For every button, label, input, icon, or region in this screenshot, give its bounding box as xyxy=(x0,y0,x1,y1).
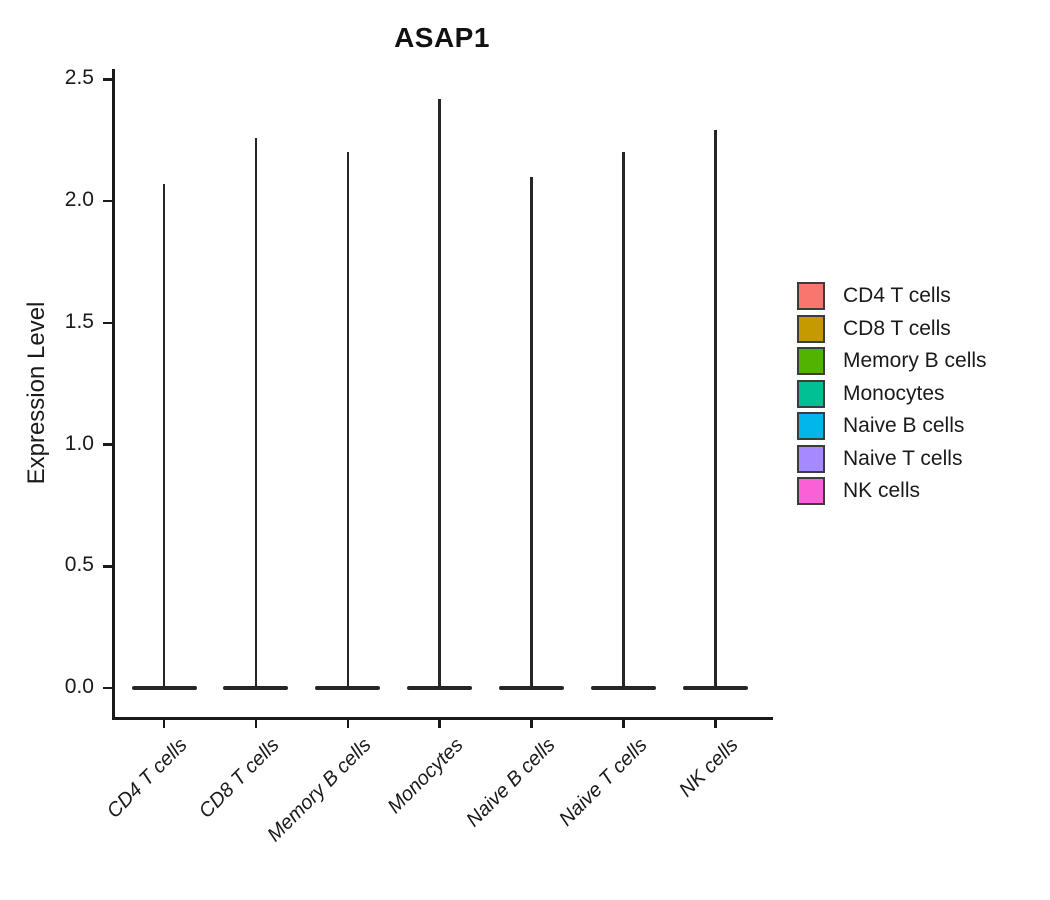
violin-spike xyxy=(346,152,350,688)
legend: CD4 T cells CD8 T cells Memory B cells Mono… xyxy=(797,282,1050,522)
violin-base xyxy=(131,685,197,690)
legend-label: Monocytes xyxy=(843,381,945,405)
legend-item: Naive B cells xyxy=(797,412,964,440)
violin-spike xyxy=(254,137,258,688)
violin-base xyxy=(407,685,473,690)
y-axis-line xyxy=(112,69,115,720)
legend-item: Monocytes xyxy=(797,379,945,408)
x-tick-mark xyxy=(714,720,717,728)
legend-label: Naive B cells xyxy=(843,414,965,437)
violin-spike xyxy=(162,183,166,688)
y-tick-label: 2.5 xyxy=(64,66,94,90)
y-tick-label: 0.5 xyxy=(64,553,94,577)
violin-spike xyxy=(438,98,441,688)
y-tick-mark xyxy=(103,443,113,446)
violin-spike xyxy=(714,130,717,688)
legend-label: NK cells xyxy=(843,479,921,502)
violin-base xyxy=(315,685,381,690)
y-tick-label: 0.0 xyxy=(64,675,94,698)
x-tick-mark xyxy=(530,720,533,728)
legend-key-swatch xyxy=(797,379,825,408)
legend-item: NK cells xyxy=(797,477,920,505)
legend-key-swatch xyxy=(797,477,825,505)
x-tick-label: CD4 T cells xyxy=(102,734,192,823)
x-tick-mark xyxy=(438,720,441,728)
legend-key-swatch xyxy=(797,347,825,375)
y-tick-mark xyxy=(103,321,113,324)
legend-item: CD4 T cells xyxy=(797,282,951,310)
violin-base xyxy=(499,685,565,690)
legend-label: Memory B cells xyxy=(843,349,987,372)
x-axis-line xyxy=(112,717,773,720)
x-tick-mark xyxy=(254,720,258,728)
y-tick-label: 1.5 xyxy=(64,309,94,333)
y-tick-label: 1.0 xyxy=(64,431,94,455)
violin-base xyxy=(223,685,289,690)
legend-label: Naive T cells xyxy=(843,446,963,470)
x-tick-mark xyxy=(162,720,166,728)
legend-key-swatch xyxy=(797,282,825,310)
plot-title: ASAP1 xyxy=(394,22,490,53)
y-tick-mark xyxy=(103,565,113,568)
y-tick-mark xyxy=(103,686,113,690)
x-tick-mark xyxy=(346,720,350,728)
y-tick-mark xyxy=(103,199,113,203)
legend-label: CD4 T cells xyxy=(843,284,951,307)
legend-label: CD8 T cells xyxy=(843,316,951,340)
legend-item: CD8 T cells xyxy=(797,314,951,343)
legend-key-swatch xyxy=(797,314,825,343)
x-tick-mark xyxy=(622,720,625,728)
violin-base xyxy=(682,685,748,690)
legend-key-swatch xyxy=(797,412,825,440)
y-tick-label: 2.0 xyxy=(64,188,94,211)
y-tick-mark xyxy=(103,78,113,81)
y-axis-title: Expression Level xyxy=(23,301,50,485)
legend-key-swatch xyxy=(797,444,825,473)
violin-base xyxy=(591,685,656,690)
legend-item: Memory B cells xyxy=(797,347,987,375)
violin-spike xyxy=(530,176,533,688)
violin-spike xyxy=(622,152,625,688)
legend-item: Naive T cells xyxy=(797,444,963,473)
